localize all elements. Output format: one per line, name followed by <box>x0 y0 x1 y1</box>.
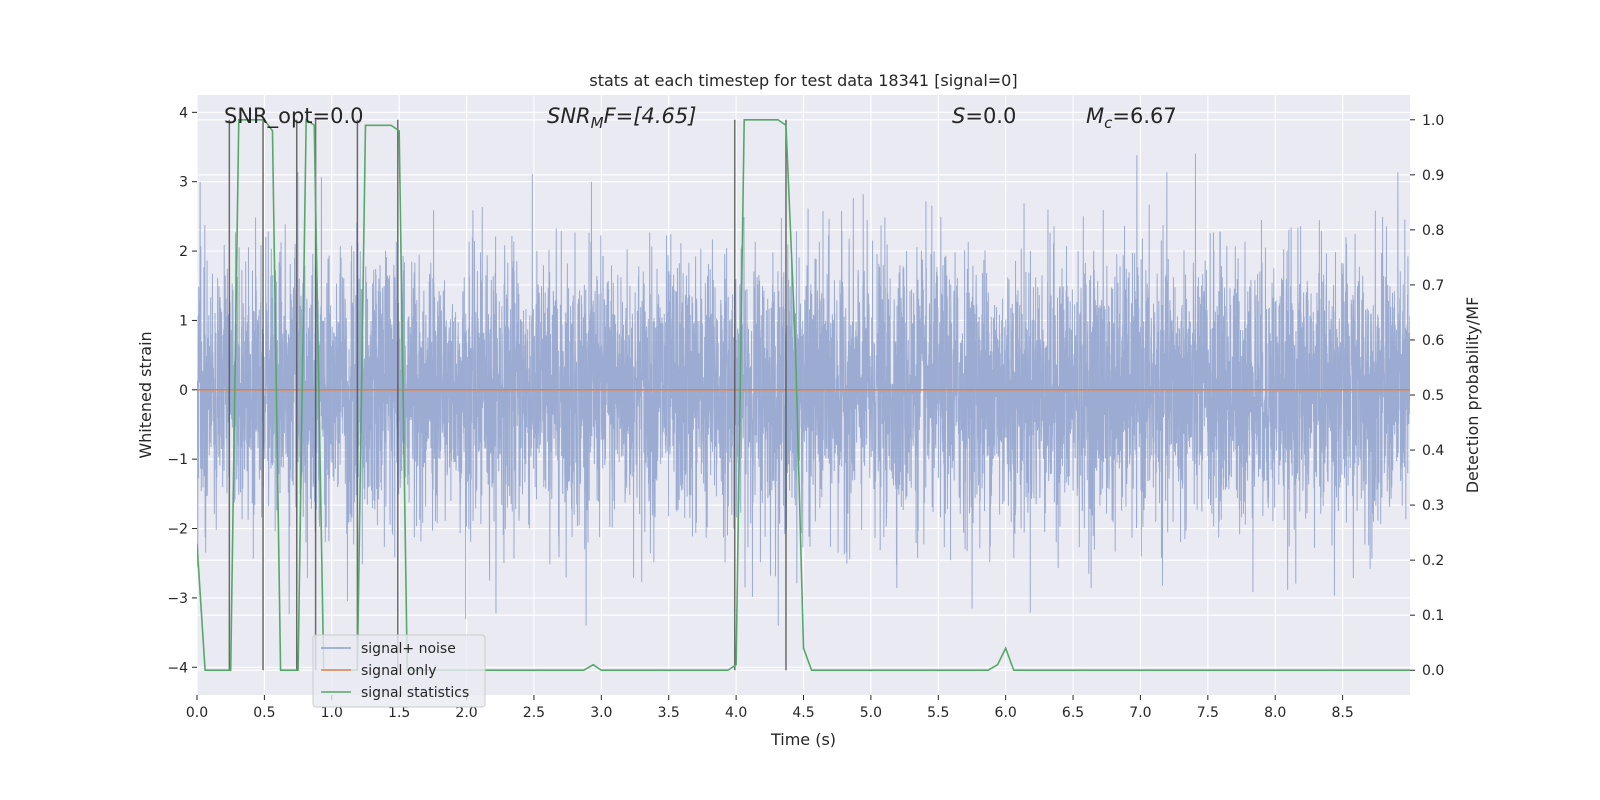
y-tick-label-right: 0.7 <box>1422 278 1444 294</box>
x-tick-label: 0.5 <box>253 705 275 721</box>
y-tick-label-left: −1 <box>167 452 188 468</box>
y-tick-label-left: −4 <box>167 660 188 676</box>
y-axis-label-left: Whitened strain <box>136 331 155 458</box>
y-tick-label-left: 3 <box>179 175 188 191</box>
annotation-mc: Mc=6.67 <box>1086 104 1177 132</box>
y-tick-label-left: 2 <box>179 244 188 260</box>
x-tick-label: 2.0 <box>455 705 477 721</box>
x-tick-label: 6.5 <box>1062 705 1084 721</box>
annotation-snr-opt: SNR_opt=0.0 <box>224 104 364 129</box>
series-line-noise <box>197 153 1410 626</box>
legend: signal+ noise signal only signal statist… <box>312 634 486 708</box>
x-tick-label: 7.0 <box>1129 705 1151 721</box>
axes: 0.0 0.5 1.0 1.5 2.0 2.5 3.0 3.5 4.0 4.5 5.0 5.5 6.0 6… <box>167 105 1444 721</box>
annotation-s: S=0.0 <box>952 104 1016 128</box>
y-tick-label-right: 0.3 <box>1422 498 1444 514</box>
y-tick-label-right: 0.5 <box>1422 388 1444 404</box>
series-clip-group <box>197 118 1410 672</box>
legend-label-signal-only: signal only <box>361 663 436 679</box>
legend-box <box>312 634 486 708</box>
x-tick-label: 7.5 <box>1197 705 1219 721</box>
series-line-statistics <box>197 118 1410 672</box>
y-tick-label-right: 0.0 <box>1422 663 1444 679</box>
chart-title: stats at each timestep for test data 183… <box>589 71 1017 90</box>
x-tick-label: 4.0 <box>725 705 747 721</box>
x-tick-label: 6.0 <box>995 705 1017 721</box>
y-tick-label-right: 0.2 <box>1422 553 1444 569</box>
x-tick-label: 5.0 <box>860 705 882 721</box>
y-tick-label-left: −3 <box>167 591 188 607</box>
x-tick-label: 5.5 <box>927 705 949 721</box>
x-tick-label: 1.5 <box>388 705 410 721</box>
y-tick-label-right: 1.0 <box>1422 113 1444 129</box>
series-layer <box>197 118 1410 672</box>
legend-label-noise: signal+ noise <box>361 641 456 657</box>
y-axis-label-right: Detection probability/MF <box>1463 297 1482 494</box>
y-tick-label-right: 0.8 <box>1422 223 1444 239</box>
y-tick-label-left: 1 <box>179 313 188 329</box>
y-tick-label-left: 0 <box>179 383 188 399</box>
y-tick-label-right: 0.1 <box>1422 608 1444 624</box>
x-tick-label: 4.5 <box>792 705 814 721</box>
y-tick-label-right: 0.4 <box>1422 443 1444 459</box>
x-tick-label: 3.5 <box>658 705 680 721</box>
legend-label-statistics: signal statistics <box>361 685 469 701</box>
x-tick-label: 0.0 <box>186 705 208 721</box>
x-tick-label: 8.5 <box>1331 705 1353 721</box>
x-tick-label: 8.0 <box>1264 705 1286 721</box>
x-tick-label: 3.0 <box>590 705 612 721</box>
y-tick-label-right: 0.9 <box>1422 168 1444 184</box>
y-tick-label-left: 4 <box>179 105 188 121</box>
x-tick-label: 2.5 <box>523 705 545 721</box>
x-axis-label: Time (s) <box>770 730 836 749</box>
y-tick-label-left: −2 <box>167 522 188 538</box>
x-tick-label: 1.0 <box>321 705 343 721</box>
y-tick-label-right: 0.6 <box>1422 333 1444 349</box>
annotation-snr-mf: SNRMF=[4.65] <box>547 104 696 132</box>
